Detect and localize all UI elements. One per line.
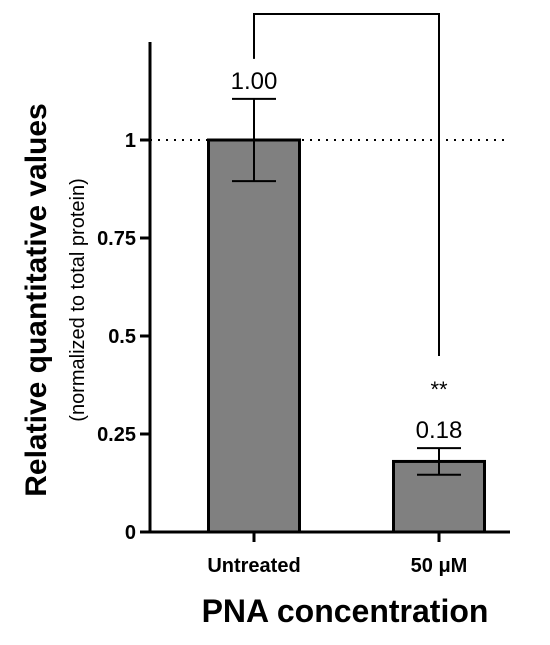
y-tick-label: 0 (125, 522, 136, 544)
x-axis-title: PNA concentration (202, 593, 489, 629)
y-tick-label: 0.25 (97, 424, 136, 446)
bars: 1.00 Untreated 0.18 50 μM ** (150, 13, 510, 577)
significance-label: ** (430, 377, 448, 402)
y-ticks: 0 0.25 0.5 0.75 1 (97, 130, 150, 544)
data-label: 1.00 (231, 68, 278, 95)
axes (148, 42, 510, 542)
y-axis-title-group: Relative quantitative values (normalized… (20, 103, 89, 497)
category-label: Untreated (207, 555, 300, 577)
y-tick-label: 1 (125, 130, 136, 152)
y-axis-subtitle: (normalized to total protein) (67, 178, 89, 421)
y-tick-label: 0.5 (108, 326, 136, 348)
bar (207, 138, 301, 534)
significance-bracket (253, 13, 440, 356)
data-label: 0.18 (416, 417, 463, 444)
category-label: 50 μM (411, 555, 468, 577)
y-tick-label: 0.75 (97, 228, 136, 250)
y-axis-title: Relative quantitative values (20, 103, 53, 497)
